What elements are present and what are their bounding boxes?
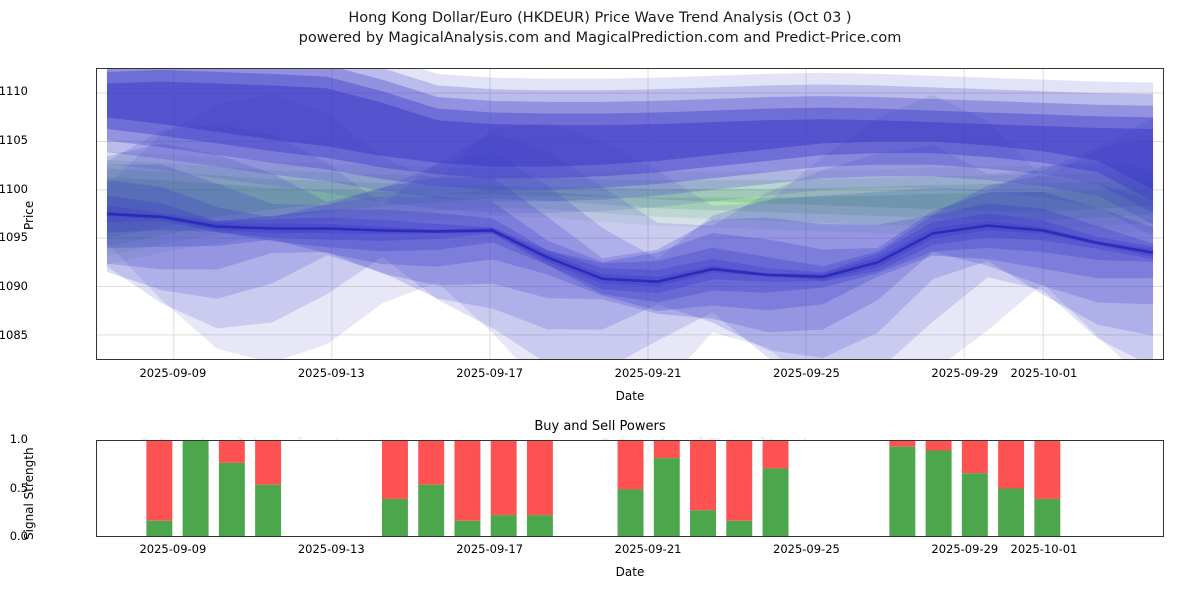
price-y-tick: 0.1090 [0,279,28,293]
signal-x-tick: 2025-10-01 [1010,542,1078,556]
price-y-tick: 0.1100 [0,181,28,196]
signal-x-tick: 2025-09-29 [931,542,999,556]
signal-y-tick: 1.0 [9,432,28,446]
signal-chart-y-axis-label: Signal Strength [22,447,36,540]
signal-x-tick: 2025-09-13 [297,542,365,556]
price-y-tick: 0.1105 [0,133,28,147]
chart-title-block: Hong Kong Dollar/Euro (HKDEUR) Price Wav… [0,8,1200,48]
signal-chart-plot-area [96,440,1164,537]
signal-y-tick: 0.5 [9,480,28,495]
price-x-tick: 2025-09-09 [139,366,207,380]
page-title: Hong Kong Dollar/Euro (HKDEUR) Price Wav… [348,10,852,26]
price-x-tick: 2025-10-01 [1010,366,1078,380]
price-x-tick: 2025-09-17 [456,366,524,380]
price-x-tick: 2025-09-13 [297,366,365,380]
signal-chart-x-axis-label: Date [615,565,645,579]
signal-x-tick: 2025-09-21 [614,542,682,556]
price-chart-x-axis-label: Date [615,389,645,403]
signal-chart-svg [146,441,1061,536]
price-y-tick: 0.1085 [0,327,28,342]
price-y-tick: 0.1095 [0,230,28,245]
price-chart-plot-area [96,68,1164,360]
signal-x-tick: 2025-09-09 [139,542,207,556]
lower-chart-title: Buy and Sell Powers [534,419,666,434]
price-x-tick: 2025-09-25 [773,366,840,380]
price-x-tick: 2025-09-29 [931,366,999,380]
signal-y-tick: 0.0 [9,529,28,543]
price-y-tick: 0.1110 [0,84,28,99]
price-chart-svg [97,69,1163,359]
signal-x-tick: 2025-09-17 [456,542,524,556]
price-x-tick: 2025-09-21 [614,366,682,380]
price-chart-y-axis-label: Price [22,200,36,230]
page-subtitle: powered by MagicalAnalysis.com and Magic… [298,30,902,46]
signal-x-tick: 2025-09-25 [773,542,840,556]
